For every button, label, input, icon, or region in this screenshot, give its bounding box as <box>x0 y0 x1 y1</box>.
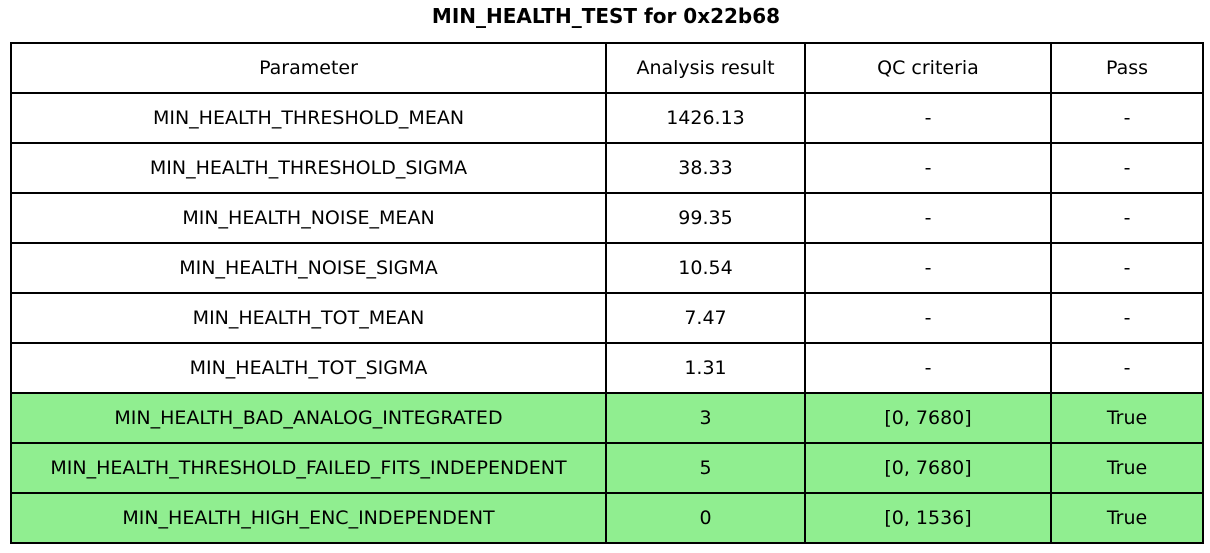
table-row: MIN_HEALTH_THRESHOLD_MEAN 1426.13 - - <box>10 92 1204 144</box>
cell-qc-criteria: - <box>804 242 1052 294</box>
cell-pass: - <box>1050 342 1204 394</box>
table-row: MIN_HEALTH_NOISE_SIGMA 10.54 - - <box>10 242 1204 294</box>
table-row: MIN_HEALTH_TOT_SIGMA 1.31 - - <box>10 342 1204 394</box>
cell-pass: - <box>1050 192 1204 244</box>
cell-pass: - <box>1050 242 1204 294</box>
cell-pass: - <box>1050 92 1204 144</box>
cell-analysis-result: 1426.13 <box>605 92 806 144</box>
column-header-parameter: Parameter <box>10 42 607 94</box>
cell-qc-criteria: - <box>804 142 1052 194</box>
cell-qc-criteria: - <box>804 342 1052 394</box>
cell-qc-criteria: - <box>804 292 1052 344</box>
cell-pass: - <box>1050 142 1204 194</box>
table-row-passed: MIN_HEALTH_THRESHOLD_FAILED_FITS_INDEPEN… <box>10 442 1204 494</box>
cell-qc-criteria: - <box>804 192 1052 244</box>
cell-qc-criteria: [0, 7680] <box>804 392 1052 444</box>
cell-qc-criteria: - <box>804 92 1052 144</box>
cell-pass: - <box>1050 292 1204 344</box>
cell-analysis-result: 0 <box>605 492 806 544</box>
cell-parameter: MIN_HEALTH_HIGH_ENC_INDEPENDENT <box>10 492 607 544</box>
table-row: MIN_HEALTH_NOISE_MEAN 99.35 - - <box>10 192 1204 244</box>
cell-parameter: MIN_HEALTH_BAD_ANALOG_INTEGRATED <box>10 392 607 444</box>
cell-pass: True <box>1050 492 1204 544</box>
cell-parameter: MIN_HEALTH_THRESHOLD_FAILED_FITS_INDEPEN… <box>10 442 607 494</box>
cell-analysis-result: 99.35 <box>605 192 806 244</box>
cell-qc-criteria: [0, 1536] <box>804 492 1052 544</box>
table-row: MIN_HEALTH_TOT_MEAN 7.47 - - <box>10 292 1204 344</box>
table-row: MIN_HEALTH_THRESHOLD_SIGMA 38.33 - - <box>10 142 1204 194</box>
cell-pass: True <box>1050 392 1204 444</box>
column-header-analysis-result: Analysis result <box>605 42 806 94</box>
cell-parameter: MIN_HEALTH_NOISE_MEAN <box>10 192 607 244</box>
cell-parameter: MIN_HEALTH_TOT_SIGMA <box>10 342 607 394</box>
cell-pass: True <box>1050 442 1204 494</box>
cell-parameter: MIN_HEALTH_TOT_MEAN <box>10 292 607 344</box>
cell-parameter: MIN_HEALTH_THRESHOLD_SIGMA <box>10 142 607 194</box>
column-header-qc-criteria: QC criteria <box>804 42 1052 94</box>
cell-qc-criteria: [0, 7680] <box>804 442 1052 494</box>
header-row: Parameter Analysis result QC criteria Pa… <box>10 42 1204 94</box>
table-row-passed: MIN_HEALTH_HIGH_ENC_INDEPENDENT 0 [0, 15… <box>10 492 1204 544</box>
cell-analysis-result: 5 <box>605 442 806 494</box>
cell-analysis-result: 7.47 <box>605 292 806 344</box>
cell-parameter: MIN_HEALTH_NOISE_SIGMA <box>10 242 607 294</box>
qc-results-table: Parameter Analysis result QC criteria Pa… <box>10 42 1204 544</box>
cell-parameter: MIN_HEALTH_THRESHOLD_MEAN <box>10 92 607 144</box>
cell-analysis-result: 3 <box>605 392 806 444</box>
column-header-pass: Pass <box>1050 42 1204 94</box>
cell-analysis-result: 10.54 <box>605 242 806 294</box>
cell-analysis-result: 1.31 <box>605 342 806 394</box>
figure-title: MIN_HEALTH_TEST for 0x22b68 <box>431 4 781 28</box>
cell-analysis-result: 38.33 <box>605 142 806 194</box>
table-row-passed: MIN_HEALTH_BAD_ANALOG_INTEGRATED 3 [0, 7… <box>10 392 1204 444</box>
